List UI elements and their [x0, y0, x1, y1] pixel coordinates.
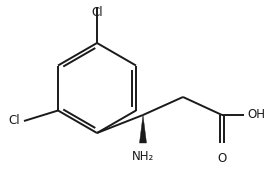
Text: NH₂: NH₂ [132, 151, 154, 163]
Text: O: O [217, 151, 227, 165]
Polygon shape [139, 115, 147, 143]
Text: Cl: Cl [91, 6, 103, 18]
Text: Cl: Cl [8, 115, 20, 127]
Text: OH: OH [247, 108, 265, 122]
